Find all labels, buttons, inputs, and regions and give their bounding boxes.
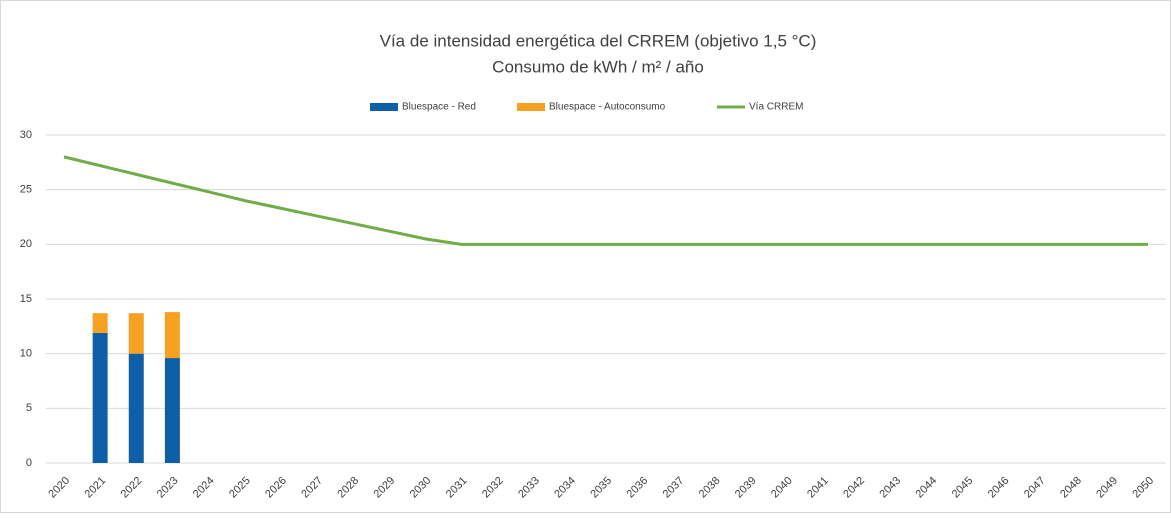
bar xyxy=(128,313,144,354)
legend-label: Vía CRREM xyxy=(749,102,803,113)
legend-label: Bluespace - Autoconsumo xyxy=(549,102,666,113)
y-tick-label: 30 xyxy=(20,129,32,141)
line xyxy=(63,155,1148,246)
y-tick-label: 10 xyxy=(20,348,32,360)
legend-swatch xyxy=(370,103,398,111)
chart-subtitle: Consumo de kWh / m² / año xyxy=(492,57,704,76)
legend-label: Bluespace - Red xyxy=(402,102,476,113)
bar xyxy=(164,312,180,359)
bar xyxy=(128,353,144,463)
y-tick-label: 15 xyxy=(20,293,32,305)
bar xyxy=(164,358,180,463)
y-tick-label: 20 xyxy=(20,238,32,250)
legend-swatch xyxy=(517,103,545,111)
y-tick-label: 5 xyxy=(26,402,32,414)
y-tick-label: 25 xyxy=(20,184,32,196)
chart-title: Vía de intensidad energética del CRREM (… xyxy=(380,31,817,50)
bar xyxy=(92,313,108,333)
bar xyxy=(92,332,108,463)
y-tick-label: 0 xyxy=(26,457,32,469)
